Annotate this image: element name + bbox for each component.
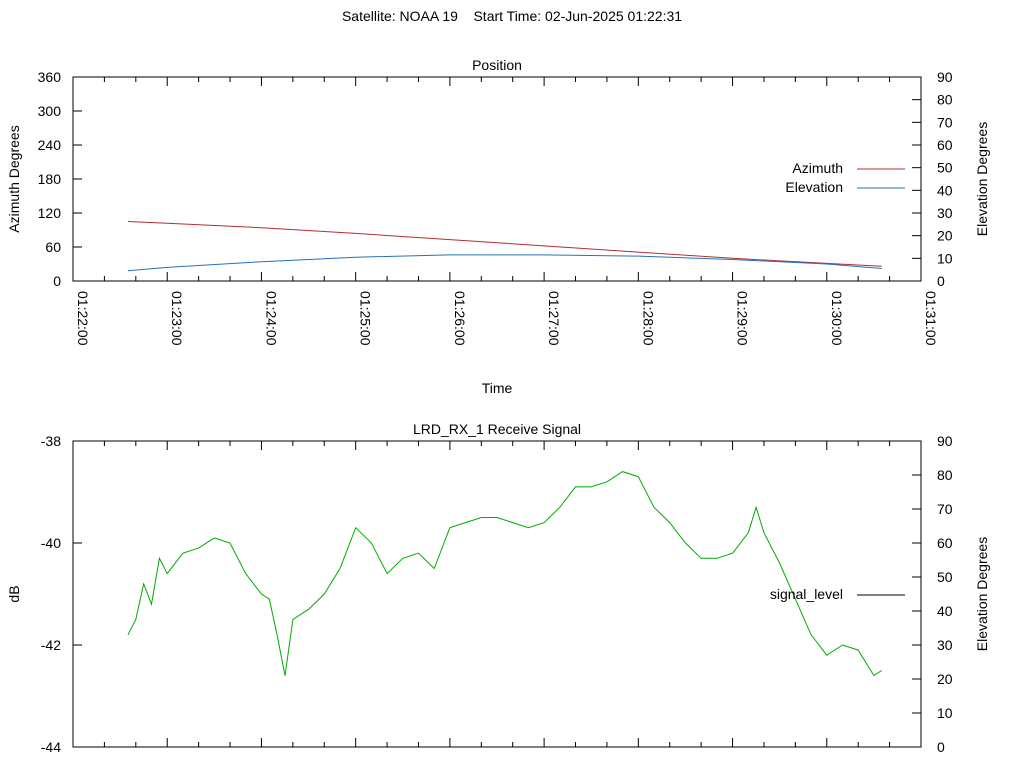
y2-tick-label: 40 [937,182,953,198]
signal-axis-ticks [72,440,922,748]
legend-azimuth-label: Azimuth [792,160,843,176]
x-tick-label: 01:24:00 [263,291,279,346]
x-tick-label: 01:29:00 [735,291,751,346]
elevation-axis-label: Elevation Degrees [974,122,990,236]
y2-tick-label: 60 [937,535,953,551]
y2-tick-label: 10 [937,250,953,266]
db-tick-labels: -44 -42 -40 -38 [41,433,61,755]
azimuth-axis-label: Azimuth Degrees [6,125,22,232]
y2-tick-label: 0 [937,273,945,289]
y-tick-label: -44 [41,739,61,755]
y2-tick-label: 40 [937,603,953,619]
y-tick-label: -40 [41,535,61,551]
x-tick-label: 01:27:00 [546,291,562,346]
y2-tick-label: 80 [937,467,953,483]
y2-tick-label: 20 [937,228,953,244]
legend-elevation-label: Elevation [785,179,843,195]
y-tick-label: 0 [53,273,61,289]
signal-chart: LRD_RX_1 Receive Signal -44 -42 -40 -38 0 10… [6,421,990,755]
y-tick-label: 60 [45,239,61,255]
position-series [127,221,882,272]
x-tick-label: 01:22:00 [75,291,91,346]
page-title: Satellite: NOAA 19 Start Time: 02-Jun-20… [341,8,683,24]
signal-chart-title: LRD_RX_1 Receive Signal [413,421,581,437]
y2-tick-label: 30 [937,205,953,221]
y-tick-label: 240 [38,137,62,153]
time-tick-labels: 01:22:00 01:23:00 01:24:00 01:25:00 01:26:00… [75,291,939,346]
y2-tick-label: 30 [937,637,953,653]
position-legend: Azimuth Elevation [785,160,905,195]
y2-tick-label: 20 [937,671,953,687]
signal-level-line [127,471,882,677]
x-tick-label: 01:31:00 [923,291,939,346]
y2-tick-label: 50 [937,160,953,176]
y2-tick-label: 50 [937,569,953,585]
signal-plot-frame [72,440,922,748]
azimuth-line [127,221,882,267]
x-tick-label: 01:25:00 [358,291,374,346]
y2-tick-label: 70 [937,501,953,517]
elevation-tick-labels: 0 10 20 30 40 50 60 70 80 90 [937,69,953,289]
position-chart: Position 0 60 120 180 240 300 360 0 10 20 30 40 50 6… [6,57,990,396]
signal-series [127,471,882,677]
y2-tick-label: 70 [937,114,953,130]
y2-tick-label: 0 [937,739,945,755]
y-tick-label: 300 [38,103,62,119]
position-chart-title: Position [472,57,522,73]
y2-tick-label: 90 [937,69,953,85]
x-tick-label: 01:23:00 [169,291,185,346]
y2-tick-label: 10 [937,705,953,721]
db-axis-label: dB [6,585,22,602]
signal-legend: signal_level [770,586,905,602]
y-tick-label: 180 [38,171,62,187]
time-axis-label: Time [482,380,513,396]
x-tick-label: 01:28:00 [640,291,656,346]
y2-tick-label: 60 [937,137,953,153]
x-tick-label: 01:26:00 [452,291,468,346]
y-tick-label: -38 [41,433,61,449]
signal-elevation-axis-label: Elevation Degrees [974,537,990,651]
y-tick-label: 360 [38,69,62,85]
azimuth-tick-labels: 0 60 120 180 240 300 360 [38,69,62,289]
position-axis-ticks [72,76,922,282]
legend-signal-label: signal_level [770,586,843,602]
y-tick-label: 120 [38,205,62,221]
elevation-line [127,254,882,272]
x-tick-label: 01:30:00 [829,291,845,346]
y-tick-label: -42 [41,637,61,653]
signal-elevation-tick-labels: 0 10 20 30 40 50 60 70 80 90 [937,433,953,755]
y2-tick-label: 90 [937,433,953,449]
y2-tick-label: 80 [937,92,953,108]
